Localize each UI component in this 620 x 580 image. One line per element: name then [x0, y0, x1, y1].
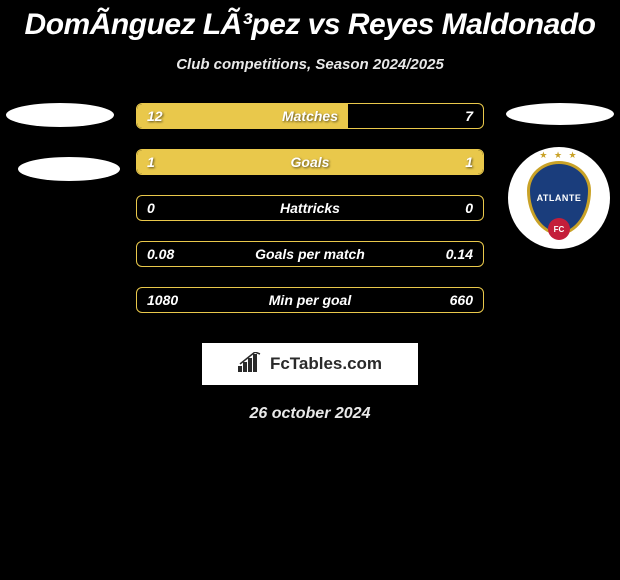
player-right-avatar-placeholder — [506, 103, 614, 125]
comparison-card: DomÃ­nguez LÃ³pez vs Reyes Maldonado Clu… — [0, 0, 620, 423]
stat-value-right: 660 — [450, 292, 473, 308]
footer-site-badge[interactable]: FcTables.com — [202, 343, 418, 385]
player-left-avatar-placeholder-1 — [6, 103, 114, 127]
stat-value-left: 1080 — [147, 292, 178, 308]
stat-value-left: 0 — [147, 200, 155, 216]
stat-value-left: 1 — [147, 154, 155, 170]
player-left-avatar-placeholder-2 — [18, 157, 120, 181]
club-badge-name: ATLANTE — [537, 193, 582, 203]
footer-site-text: FcTables.com — [270, 354, 382, 374]
stat-label: Goals — [291, 154, 330, 170]
footer-date: 26 october 2024 — [250, 405, 371, 423]
club-badge: ★ ★ ★ ATLANTE FC — [508, 147, 610, 249]
stat-row-min-per-goal: 1080 Min per goal 660 — [136, 287, 484, 313]
stats-table: 12 Matches 7 1 Goals 1 0 Hattricks 0 — [136, 103, 484, 313]
stat-value-right: 7 — [465, 108, 473, 124]
stat-row-goals-per-match: 0.08 Goals per match 0.14 — [136, 241, 484, 267]
stat-label: Goals per match — [255, 246, 365, 262]
club-badge-fc: FC — [548, 218, 570, 240]
stat-value-right: 0.14 — [446, 246, 473, 262]
stat-value-left: 0.08 — [147, 246, 174, 262]
stat-value-left: 12 — [147, 108, 163, 124]
badge-stars-icon: ★ ★ ★ — [539, 150, 578, 161]
page-title: DomÃ­nguez LÃ³pez vs Reyes Maldonado — [25, 8, 596, 42]
stat-row-matches: 12 Matches 7 — [136, 103, 484, 129]
stat-label: Matches — [282, 108, 338, 124]
club-badge-inner: ★ ★ ★ ATLANTE FC — [527, 161, 591, 235]
stat-row-goals: 1 Goals 1 — [136, 149, 484, 175]
stat-row-hattricks: 0 Hattricks 0 — [136, 195, 484, 221]
stat-label: Hattricks — [280, 200, 340, 216]
stat-fill-left — [137, 150, 310, 174]
stat-fill-right — [310, 150, 483, 174]
main-row: ★ ★ ★ ATLANTE FC 12 Matches 7 1 Goals 1 — [0, 103, 620, 313]
stat-value-right: 1 — [465, 154, 473, 170]
stat-value-right: 0 — [465, 200, 473, 216]
stat-label: Min per goal — [269, 292, 351, 308]
subtitle: Club competitions, Season 2024/2025 — [176, 56, 444, 73]
bars-icon — [238, 352, 264, 377]
